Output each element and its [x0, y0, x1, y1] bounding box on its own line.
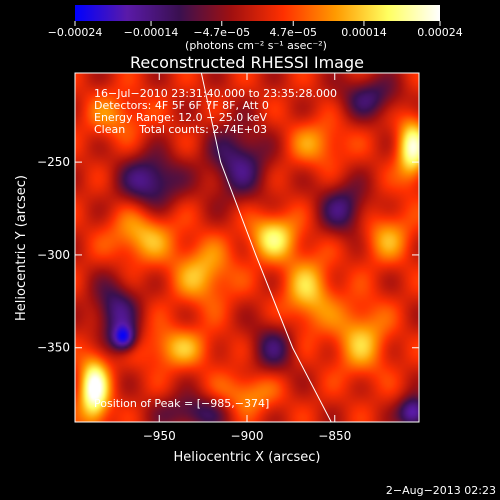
colorbar-ticks: −0.00024 −0.00014 −4.7e−05 4.7e−05 0.00014 0.…: [48, 21, 463, 39]
x-axis-label: Heliocentric X (arcsec): [174, 450, 321, 465]
x-tick-label: −900: [231, 429, 264, 443]
x-tick-label: −850: [318, 429, 351, 443]
y-axis-label: Heliocentric Y (arcsec): [14, 175, 29, 321]
colorbar-tick-label: −0.00024: [48, 26, 103, 39]
colorbar-tick-label: −4.7e−05: [193, 26, 250, 39]
colorbar: [75, 5, 440, 21]
heatmap-image: [75, 73, 419, 422]
y-tick-label: −250: [37, 155, 70, 169]
annotation-peak: Position of Peak = [−985,−374]: [94, 397, 269, 410]
annotation-detectors: Detectors: 4F 5F 6F 7F 8F, Att 0: [94, 99, 269, 112]
annotation-time-range: 16−Jul−2010 23:31:40.000 to 23:35:28.000: [94, 87, 337, 100]
y-axis-ticks: −250 −300 −350: [37, 155, 419, 355]
x-axis-ticks: −950 −900 −850: [143, 73, 351, 443]
annotation-clean: Clean Total counts: 2.74E+03: [94, 123, 267, 136]
colorbar-tick-label: −0.00014: [124, 26, 179, 39]
colorbar-tick-label: 0.00024: [417, 26, 463, 39]
chart-title: Reconstructed RHESSI Image: [130, 53, 364, 72]
footer-date: 2−Aug−2013 02:23: [386, 484, 496, 497]
colorbar-tick-label: 0.00014: [341, 26, 387, 39]
y-tick-label: −350: [37, 341, 70, 355]
x-tick-label: −950: [143, 429, 176, 443]
colorbar-unit-label: (photons cm⁻² s⁻¹ asec⁻²): [185, 39, 327, 52]
y-tick-label: −300: [37, 248, 70, 262]
plot-area: [75, 73, 419, 422]
colorbar-tick-label: 4.7e−05: [269, 26, 316, 39]
annotation-energy: Energy Range: 12.0 − 25.0 keV: [94, 111, 268, 124]
solar-limb-curve: [200, 73, 332, 422]
